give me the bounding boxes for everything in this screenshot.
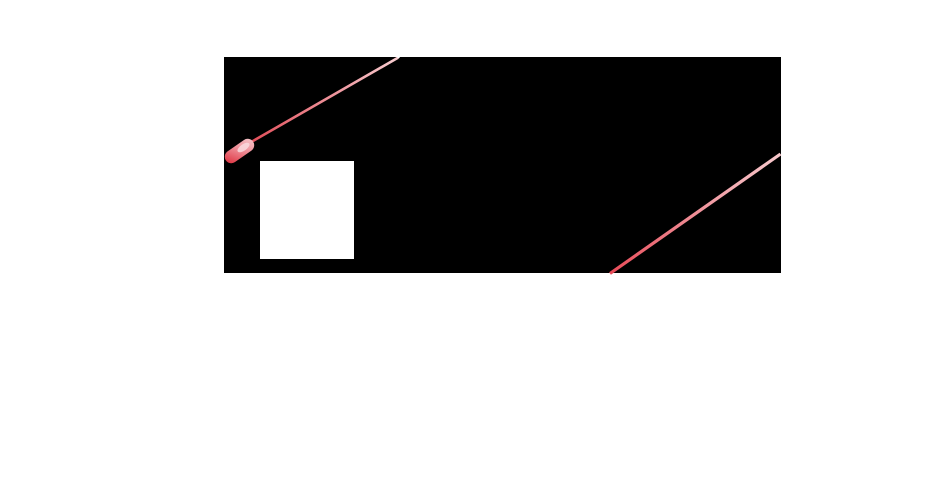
lower-laser-beam [609,152,782,275]
upper-laser-beam [251,56,399,143]
beam-tip-spark [397,55,400,59]
laser-pen-highlight [237,142,250,153]
white-square [260,161,354,259]
